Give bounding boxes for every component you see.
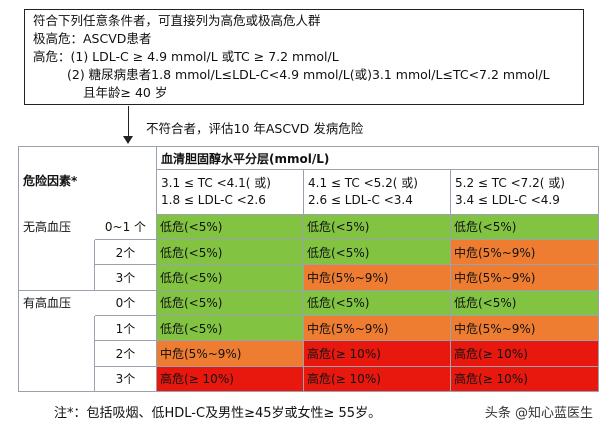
risk-cell: 低危(<5%) — [449, 213, 600, 241]
arrow-down-icon — [123, 136, 133, 144]
ldl-range: 1.8 ≤ LDL-C <2.6 — [161, 193, 266, 208]
group-label-no-hypertension: 无高血压 — [18, 213, 95, 240]
criteria-very-high-risk: 极高危：ASCVD患者 — [33, 31, 152, 46]
risk-cell: 中危(5%~9%) — [449, 264, 600, 291]
flow-arrow-line — [128, 106, 129, 138]
risk-cell: 中危(5%~9%) — [449, 314, 600, 342]
criteria-age-condition: 且年龄≥ 40 岁 — [83, 85, 168, 100]
ldl-range: 3.4 ≤ LDL-C <4.9 — [455, 193, 560, 208]
risk-cell: 高危(≥ 10%) — [156, 365, 304, 393]
criteria-high-risk-1: 高危：(1) LDL-C ≥ 4.9 mmol/L 或TC ≥ 7.2 mmol… — [33, 49, 339, 64]
risk-stratification-table: 危险因素* 血清胆固醇水平分层(mmol/L) 3.1 ≤ TC <4.1( 或… — [18, 145, 600, 393]
risk-factor-count: 0个 — [94, 289, 157, 317]
group-spacer — [18, 340, 95, 367]
watermark: 头条 @知心蓝医生 — [484, 406, 593, 421]
risk-cell: 中危(5%~9%) — [156, 340, 304, 367]
risk-cell: 低危(<5%) — [156, 239, 304, 266]
risk-factor-count: 2个 — [94, 239, 157, 266]
risk-cell: 高危(≥ 10%) — [303, 340, 451, 367]
risk-factor-count: 2个 — [94, 340, 157, 367]
range-header-3: 5.2 ≤ TC <7.2( 或) 3.4 ≤ LDL-C <4.9 — [449, 169, 600, 215]
table-row: 1个 低危(<5%) 中危(5%~9%) 中危(5%~9%) — [18, 314, 600, 342]
tc-range: 4.1 ≤ TC <5.2( 或) — [308, 176, 418, 191]
risk-cell: 低危(<5%) — [303, 239, 451, 266]
table-row: 2个 低危(<5%) 低危(<5%) 中危(5%~9%) — [18, 239, 600, 266]
risk-factor-count: 1个 — [94, 314, 157, 342]
risk-cell: 高危(≥ 10%) — [303, 365, 451, 393]
criteria-box: 符合下列任意条件者，可直接列为高危或极高危人群 极高危：ASCVD患者 高危：(… — [24, 9, 584, 105]
arrow-label: 不符合者，评估10 年ASCVD 发病危险 — [146, 121, 364, 136]
risk-cell: 中危(5%~9%) — [303, 314, 451, 342]
risk-cell: 中危(5%~9%) — [303, 264, 451, 291]
criteria-intro: 符合下列任意条件者，可直接列为高危或极高危人群 — [33, 13, 321, 28]
group-spacer — [18, 366, 95, 393]
risk-cell: 高危(≥ 10%) — [449, 365, 600, 393]
risk-cell: 低危(<5%) — [156, 213, 304, 241]
criteria-high-risk-2: (2) 糖尿病患者1.8 mmol/L≤LDL-C<4.9 mmol/L(或)3… — [67, 67, 550, 82]
range-header-2: 4.1 ≤ TC <5.2( 或) 2.6 ≤ LDL-C <3.4 — [303, 169, 451, 215]
table-row: 3个 高危(≥ 10%) 高危(≥ 10%) 高危(≥ 10%) — [18, 365, 600, 393]
tc-range: 3.1 ≤ TC <4.1( 或) — [161, 176, 271, 191]
risk-cell: 低危(<5%) — [156, 289, 304, 317]
risk-cell: 高危(≥ 10%) — [449, 340, 600, 367]
group-spacer — [18, 239, 95, 265]
risk-factor-count: 3个 — [94, 365, 157, 393]
risk-factor-count: 0~1 个 — [94, 213, 157, 241]
table-row: 无高血压 0~1 个 低危(<5%) 低危(<5%) 低危(<5%) — [18, 213, 600, 241]
risk-cell: 低危(<5%) — [303, 289, 451, 317]
risk-factor-header: 危险因素* — [18, 146, 157, 215]
table-row: 3个 低危(<5%) 中危(5%~9%) 中危(5%~9%) — [18, 264, 600, 291]
ldl-range: 2.6 ≤ LDL-C <3.4 — [308, 193, 413, 208]
group-spacer — [18, 264, 95, 291]
risk-cell: 低危(<5%) — [156, 264, 304, 291]
cholesterol-header: 血清胆固醇水平分层(mmol/L) — [155, 145, 600, 171]
risk-cell: 低危(<5%) — [449, 289, 600, 317]
risk-cell: 低危(<5%) — [303, 213, 451, 241]
table-row: 2个 中危(5%~9%) 高危(≥ 10%) 高危(≥ 10%) — [18, 340, 600, 367]
risk-cell: 低危(<5%) — [156, 314, 304, 342]
footnote: 注*：包括吸烟、低HDL-C及男性≥45岁或女性≥ 55岁。 — [54, 406, 382, 421]
risk-cell: 中危(5%~9%) — [449, 239, 600, 266]
group-label-hypertension: 有高血压 — [18, 289, 95, 316]
table-row: 有高血压 0个 低危(<5%) 低危(<5%) 低危(<5%) — [18, 289, 600, 317]
risk-factor-count: 3个 — [94, 264, 157, 291]
range-header-1: 3.1 ≤ TC <4.1( 或) 1.8 ≤ LDL-C <2.6 — [156, 169, 304, 215]
group-spacer — [18, 315, 95, 341]
tc-range: 5.2 ≤ TC <7.2( 或) — [455, 176, 565, 191]
